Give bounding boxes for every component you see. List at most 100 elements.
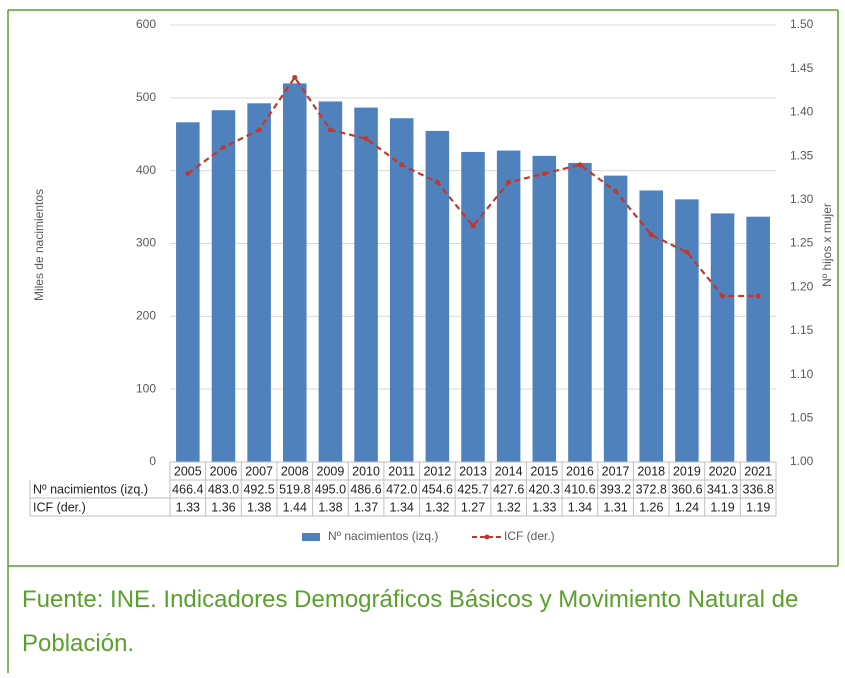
table-cell: 1.38 <box>247 500 271 514</box>
y2-tick-label: 1.25 <box>790 236 814 250</box>
table-cell: 427.6 <box>493 482 524 496</box>
table-cell: 341.3 <box>707 482 738 496</box>
table-cell: 425.7 <box>457 482 488 496</box>
legend-label: ICF (der.) <box>504 529 555 543</box>
line <box>187 75 759 298</box>
table-cell: 472.0 <box>386 482 417 496</box>
table-row-label: Nº nacimientos (izq.) <box>33 482 148 496</box>
bar <box>283 83 307 463</box>
y-tick-label: 500 <box>136 90 156 104</box>
y2-tick-label: 1.15 <box>790 323 814 337</box>
y2-tick-label: 1.35 <box>790 148 814 162</box>
y-tick-label: 600 <box>136 17 156 31</box>
table-cell: 1.24 <box>675 500 699 514</box>
x-tick-label: 2020 <box>709 464 737 478</box>
y2-tick-label: 1.10 <box>790 367 814 381</box>
table-cell: 519.8 <box>279 482 310 496</box>
table-cell: 1.27 <box>461 500 485 514</box>
table-cell: 336.8 <box>743 482 774 496</box>
y2-tick-label: 1.20 <box>790 279 814 293</box>
y2-tick-label: 1.50 <box>790 17 814 31</box>
source-caption: Fuente: INE. Indicadores Demográficos Bá… <box>22 586 799 657</box>
table-cell: 360.6 <box>671 482 702 496</box>
table-cell: 372.8 <box>636 482 667 496</box>
y-axis-title: Miles de nacimientos <box>32 189 46 301</box>
table-cell: 1.19 <box>746 500 770 514</box>
table-cell: 1.36 <box>211 500 235 514</box>
y2-tick-label: 1.45 <box>790 61 814 75</box>
x-tick-label: 2013 <box>459 464 487 478</box>
line-point <box>684 249 690 255</box>
x-tick-label: 2014 <box>495 464 523 478</box>
line-point <box>185 171 191 177</box>
y-tick-label: 100 <box>136 381 156 395</box>
bar <box>461 151 485 463</box>
line-point <box>648 232 654 238</box>
x-tick-label: 2012 <box>423 464 451 478</box>
line-point <box>256 127 262 133</box>
line-point <box>399 162 405 168</box>
y-tick-label: 400 <box>136 163 156 177</box>
table-cell: 495.0 <box>315 482 346 496</box>
table-cell: 1.34 <box>568 500 592 514</box>
bar <box>211 110 236 462</box>
x-tick-label: 2021 <box>744 464 772 478</box>
bar <box>710 213 735 462</box>
table-cell: 1.34 <box>390 500 414 514</box>
table-cell: 420.3 <box>529 482 560 496</box>
bar <box>568 162 592 462</box>
table-row-label: ICF (der.) <box>33 500 86 514</box>
x-tick-label: 2007 <box>245 464 273 478</box>
x-tick-label: 2019 <box>673 464 701 478</box>
line-point <box>470 223 476 229</box>
x-tick-label: 2016 <box>566 464 594 478</box>
line-point <box>327 127 333 133</box>
table-cell: 1.44 <box>283 500 307 514</box>
y-tick-label: 300 <box>136 236 156 250</box>
y2-tick-label: 1.00 <box>790 454 814 468</box>
x-tick-label: 2015 <box>530 464 558 478</box>
table-cell: 1.38 <box>318 500 342 514</box>
bar <box>247 103 271 462</box>
table-cell: 410.6 <box>564 482 595 496</box>
line-point <box>755 293 761 299</box>
x-tick-label: 2006 <box>210 464 238 478</box>
line-point <box>613 188 619 194</box>
bar <box>496 150 521 462</box>
legend-swatch <box>302 533 320 541</box>
y-tick-label: 0 <box>149 454 156 468</box>
bar <box>675 199 699 462</box>
bar <box>532 155 557 462</box>
table-cell: 1.19 <box>710 500 734 514</box>
table-cell: 1.32 <box>496 500 520 514</box>
line-point <box>577 162 583 168</box>
legend-label: Nº nacimientos (izq.) <box>328 529 438 543</box>
table-cell: 1.26 <box>639 500 663 514</box>
bar <box>354 107 378 462</box>
table-cell: 393.2 <box>600 482 631 496</box>
bar <box>176 122 200 463</box>
line-point <box>541 171 547 177</box>
table-cell: 1.37 <box>354 500 378 514</box>
x-tick-label: 2010 <box>352 464 380 478</box>
table-cell: 1.31 <box>603 500 627 514</box>
line-point <box>292 74 298 80</box>
line-point <box>506 179 512 185</box>
table-cell: 1.32 <box>425 500 449 514</box>
line-point <box>434 179 440 185</box>
x-tick-label: 2008 <box>281 464 309 478</box>
table-cell: 1.33 <box>532 500 556 514</box>
bar <box>746 216 770 462</box>
table-cell: 483.0 <box>208 482 239 496</box>
table-cell: 492.5 <box>243 482 274 496</box>
y-tick-label: 200 <box>136 309 156 323</box>
line-point <box>363 136 369 142</box>
y2-axis-title: Nº hijos x mujer <box>820 203 834 287</box>
table-cell: 466.4 <box>172 482 203 496</box>
x-tick-label: 2017 <box>602 464 630 478</box>
x-tick-label: 2011 <box>388 464 415 478</box>
bar <box>389 118 414 462</box>
line-point <box>220 144 226 150</box>
